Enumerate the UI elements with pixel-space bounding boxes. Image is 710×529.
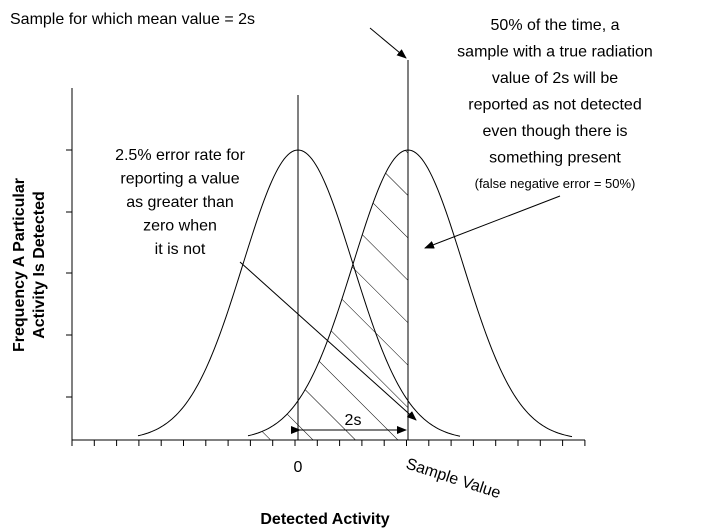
right-note-line: value of 2s will be — [492, 70, 618, 87]
curve — [137, 149, 461, 437]
left-note-line: 2.5% error rate for — [115, 147, 246, 164]
right-arrow — [424, 195, 561, 249]
right-note-line: something present — [489, 150, 621, 167]
left-note-line: it is not — [155, 241, 206, 258]
left-note: 2.5% error rate for reporting a value as g… — [115, 147, 246, 258]
right-note-small: (false negative error = 50%) — [475, 176, 636, 191]
right-note-line: even though there is — [483, 123, 628, 140]
interval-label: 2s — [345, 412, 362, 429]
right-note-line: reported as not detected — [468, 97, 641, 114]
y-axis-title: Frequency A Particular Activity Is Detec… — [11, 178, 48, 352]
left-note-line: as greater than — [126, 194, 234, 211]
right-note-line: sample with a true radiation — [457, 44, 653, 61]
zero-label: 0 — [294, 459, 303, 476]
curves — [137, 149, 573, 440]
ticks — [66, 149, 586, 446]
y-axis-title-line: Frequency A Particular — [11, 178, 28, 352]
sample-value-label: Sample Value — [404, 456, 503, 503]
top-arrow — [369, 27, 407, 59]
hatched-area — [248, 150, 408, 440]
x-axis-title: Detected Activity — [260, 511, 389, 528]
right-note: 50% of the time, a sample with a true rad… — [457, 17, 653, 167]
y-axis-title-line: Activity Is Detected — [31, 191, 48, 339]
right-note-line: 50% of the time, a — [491, 17, 620, 34]
curve — [247, 149, 573, 438]
left-note-line: zero when — [143, 218, 217, 235]
top-label: Sample for which mean value = 2s — [10, 11, 255, 28]
left-note-line: reporting a value — [120, 171, 239, 188]
left-arrow — [239, 261, 417, 421]
